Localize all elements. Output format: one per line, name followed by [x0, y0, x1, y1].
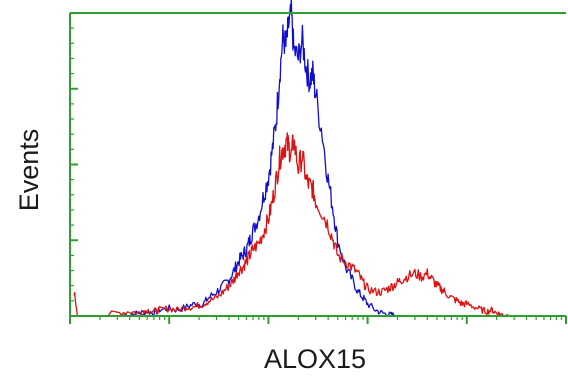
series-line-1: [117, 0, 415, 317]
chart-frame: [69, 12, 566, 317]
x-axis-label: ALOX15: [264, 344, 366, 374]
plot-area: [73, 0, 515, 317]
y-axis-label: Events: [14, 129, 44, 212]
series-line-2: [73, 132, 515, 317]
axis-ticks: [69, 12, 567, 324]
